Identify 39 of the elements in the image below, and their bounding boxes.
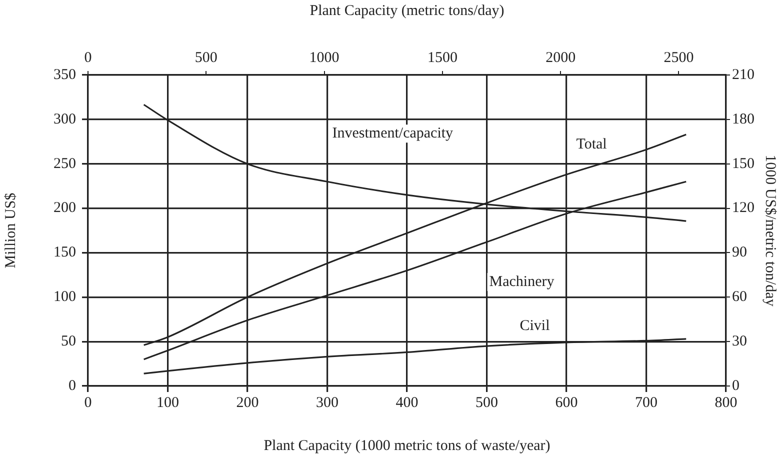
y-tick-label: 50 — [61, 334, 76, 350]
x-axis-title: Plant Capacity (1000 metric tons of waste/year) — [264, 438, 550, 454]
y-tick-label: 300 — [54, 111, 76, 128]
x2-tick-label: 0 — [84, 50, 92, 66]
x2-tick-label: 1500 — [427, 50, 458, 66]
x-tick-label: 200 — [236, 394, 259, 411]
x-tick-label: 600 — [555, 394, 578, 411]
x-tick-label: 800 — [714, 394, 738, 411]
text: Machinery — [489, 274, 555, 290]
y2-tick-label: 60 — [732, 289, 747, 306]
x-tick-label: 300 — [316, 394, 338, 411]
y2-tick-label: 210 — [732, 66, 754, 83]
y2-tick-label: 150 — [732, 156, 754, 172]
y2-tick-label: 180 — [732, 111, 754, 128]
x-tick-label: 100 — [156, 394, 179, 411]
x2-axis-title: Plant Capacity (metric tons/day) — [310, 2, 504, 19]
y2-tick-label: 0 — [732, 378, 740, 394]
y-tick-label: 200 — [54, 200, 76, 216]
y2-tick-label: 90 — [732, 244, 747, 261]
y-tick-label: 350 — [54, 66, 76, 83]
x-tick-label: 400 — [396, 394, 418, 411]
x2-tick-label: 500 — [194, 50, 218, 66]
y-tick-label: 100 — [54, 289, 76, 306]
x-tick-label: 500 — [476, 394, 498, 411]
y-tick-label: 0 — [68, 378, 76, 394]
y-tick-label: 150 — [54, 244, 76, 261]
x-tick-label: 0 — [84, 394, 92, 411]
series-label: Total — [576, 136, 607, 152]
text: Investment/capacity — [332, 126, 454, 142]
y2-axis-title: 1000 US$/metric ton/day — [762, 154, 778, 307]
y2-tick-label: 120 — [732, 200, 754, 216]
x2-tick-label: 1000 — [309, 50, 340, 66]
x2-tick-label: 2500 — [664, 50, 694, 66]
y2-tick-label: 30 — [732, 334, 747, 350]
x2-tick-label: 2000 — [546, 50, 576, 66]
y-tick-label: 250 — [54, 156, 76, 172]
x-tick-label: 700 — [635, 394, 658, 411]
series-label: Civil — [520, 318, 550, 334]
y-axis-title: Million US$ — [2, 192, 19, 268]
